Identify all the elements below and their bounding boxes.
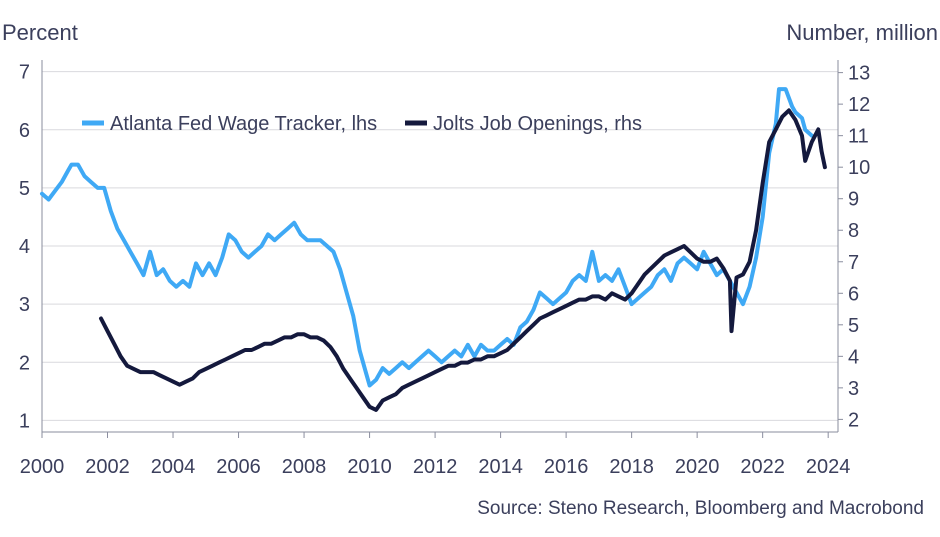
right-axis-unit-label: Number, million [786,20,938,45]
source-note: Source: Steno Research, Bloomberg and Ma… [477,498,924,519]
left-tick-label: 2 [19,352,30,374]
right-tick-label: 10 [848,157,870,179]
left-tick-label: 6 [19,120,30,142]
right-y-axis: 2 3 4 5 6 7 8 9 10 11 12 13 [837,60,870,432]
left-tick-label: 3 [19,294,30,316]
left-tick-label: 4 [19,236,30,258]
x-axis: 2000 2002 2004 2006 2008 2010 2012 2014 2016 2018… [20,431,851,478]
left-axis-unit-label: Percent [2,20,78,45]
left-y-axis: 1 2 3 4 5 6 7 [19,60,43,432]
x-tick-label: 2004 [151,456,196,478]
x-tick-label: 2012 [413,456,458,478]
right-tick-label: 2 [848,409,859,431]
left-tick-label: 5 [19,178,30,200]
right-tick-label: 13 [848,63,870,85]
x-tick-label: 2002 [85,456,130,478]
series-line-jolts-openings [99,108,827,412]
x-tick-label: 2018 [609,456,654,478]
x-tick-label: 2000 [20,456,65,478]
x-tick-label: 2006 [216,456,261,478]
right-tick-label: 6 [848,283,859,305]
x-tick-label: 2010 [347,456,392,478]
right-tick-label: 7 [848,252,859,274]
right-tick-label: 4 [848,346,859,368]
x-tick-label: 2008 [282,456,327,478]
right-tick-label: 5 [848,315,859,337]
right-tick-label: 11 [848,126,869,148]
legend-label-jolts: Jolts Job Openings, rhs [433,113,642,135]
legend-label-wage: Atlanta Fed Wage Tracker, lhs [110,113,377,135]
left-tick-label: 7 [19,62,30,84]
right-tick-label: 8 [848,220,859,242]
series-line-wage-tracker [40,87,814,388]
x-tick-label: 2014 [478,456,523,478]
x-tick-label: 2016 [544,456,589,478]
x-tick-label: 2020 [675,456,720,478]
right-tick-label: 3 [848,378,859,400]
x-tick-label: 2022 [740,456,785,478]
series-layer [40,87,827,412]
gridlines [42,71,838,421]
right-tick-label: 9 [848,189,859,211]
left-tick-label: 1 [19,410,30,432]
right-tick-label: 12 [848,94,870,116]
legend: Atlanta Fed Wage Tracker, lhs Jolts Job … [82,113,642,135]
x-tick-label: 2024 [806,456,851,478]
